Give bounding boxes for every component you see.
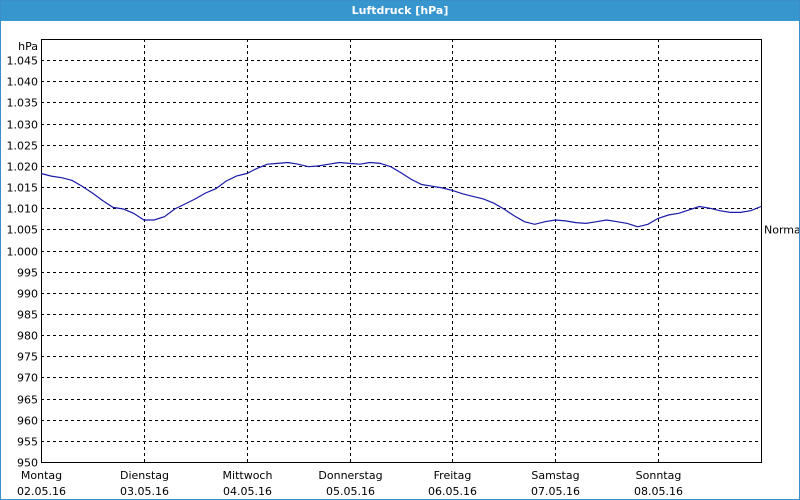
pressure-series-line (40, 161, 762, 228)
y-tick-label: 960 (17, 415, 38, 428)
x-tick-day-label: Sonntag (636, 469, 682, 482)
chart-title: Luftdruck [hPa] (1, 1, 799, 21)
x-tick-day-label: Dienstag (120, 469, 169, 482)
y-tick-label: 1.010 (7, 203, 39, 216)
x-tick-date-label: 05.05.16 (326, 485, 375, 498)
y-tick-label: 1.025 (7, 140, 39, 153)
x-tick-day-label: Montag (21, 469, 62, 482)
y-tick-label: 970 (17, 372, 38, 385)
y-tick-label: 955 (17, 436, 38, 449)
chart-area: 950 955 960 965 970 975 980 985 990 995 1.000 1.005… (7, 39, 799, 498)
y-tick-label: 980 (17, 330, 38, 343)
y-tick-label: 1.030 (7, 119, 39, 132)
x-tick-date-label: 02.05.16 (17, 485, 66, 498)
x-tick-day-label: Mittwoch (223, 469, 273, 482)
plot-frame (41, 39, 762, 463)
y-tick-label: 1.020 (7, 161, 39, 174)
y-tick-label: 985 (17, 309, 38, 322)
y-tick-label: 1.040 (7, 76, 39, 89)
x-tick-date-label: 08.05.16 (634, 485, 683, 498)
y-tick-label: 1.035 (7, 97, 39, 110)
y-tick-label: 990 (17, 288, 38, 301)
y-tick-label: 1.000 (7, 246, 39, 259)
x-tick-day-label: Donnerstag (318, 469, 382, 482)
x-tick-date-label: 03.05.16 (120, 485, 169, 498)
normal-pressure-annotation: Normal (764, 223, 799, 236)
y-tick-label: 1.015 (7, 182, 39, 195)
x-tick-date-label: 04.05.16 (223, 485, 272, 498)
x-tick-day-label: Samstag (531, 469, 579, 482)
y-tick-label: 965 (17, 394, 38, 407)
y-tick-label: 1.005 (7, 224, 39, 237)
x-tick-date-label: 07.05.16 (531, 485, 580, 498)
x-tick-day-label: Freitag (434, 469, 472, 482)
y-tick-label: 995 (17, 267, 38, 280)
y-axis-label: hPa (18, 40, 38, 53)
y-tick-label: 1.045 (7, 55, 39, 68)
x-tick-date-label: 06.05.16 (428, 485, 477, 498)
y-tick-label: 975 (17, 351, 38, 364)
y-tick-label: 950 (17, 457, 38, 470)
